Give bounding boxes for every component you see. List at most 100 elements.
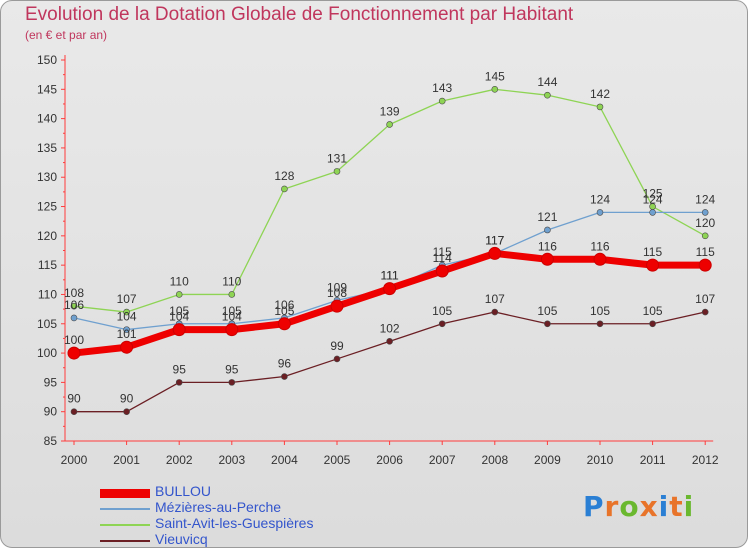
x-tick-label: 2011	[640, 453, 666, 467]
data-label: 90	[67, 392, 81, 406]
data-point	[70, 408, 78, 415]
x-tick-label: 2002	[166, 453, 193, 467]
data-label: 143	[432, 81, 452, 95]
data-label: 100	[64, 333, 84, 347]
data-label: 105	[537, 304, 557, 318]
data-label: 115	[433, 245, 452, 259]
data-point	[123, 326, 130, 333]
data-point	[544, 226, 551, 234]
x-tick-label: 2005	[324, 453, 351, 467]
y-tick-label: 135	[37, 141, 57, 155]
data-label: 105	[432, 304, 452, 318]
data-point	[225, 323, 239, 337]
data-label: 125	[643, 187, 663, 201]
data-point	[281, 373, 288, 380]
data-label: 105	[222, 304, 242, 318]
x-tick-label: 2000	[61, 453, 88, 467]
data-label: 96	[278, 357, 292, 371]
legend-swatch	[100, 488, 150, 498]
x-tick-label: 2010	[587, 453, 614, 467]
data-point	[435, 264, 449, 278]
data-point	[70, 314, 78, 322]
data-point	[646, 258, 660, 272]
data-label: 107	[117, 292, 137, 306]
data-label: 144	[537, 75, 557, 89]
x-tick-label: 2012	[692, 453, 719, 467]
logo-letter: i	[683, 490, 695, 523]
data-label: 120	[695, 216, 715, 230]
data-label: 111	[380, 269, 399, 283]
data-label: 90	[120, 392, 134, 406]
y-tick-label: 85	[44, 434, 58, 448]
data-label: 116	[538, 239, 557, 253]
data-point	[698, 258, 712, 272]
logo-letter: x	[639, 490, 659, 523]
chart-title: Evolution de la Dotation Globale de Fonc…	[25, 4, 574, 25]
data-label: 131	[327, 151, 347, 165]
data-label: 105	[169, 304, 189, 318]
chart-subtitle: (en € et par an)	[25, 28, 108, 42]
legend-label: BULLOU	[155, 483, 212, 499]
data-point	[701, 232, 709, 240]
x-tick-label: 2003	[218, 453, 245, 467]
y-tick-label: 110	[38, 287, 57, 301]
data-label: 116	[590, 239, 609, 253]
data-label: 117	[485, 233, 504, 247]
data-label: 108	[327, 286, 347, 300]
data-label: 121	[537, 210, 557, 224]
data-label: 104	[222, 310, 242, 324]
logo-letter: t	[669, 490, 684, 523]
data-point	[228, 291, 236, 298]
y-tick-label: 90	[44, 405, 58, 419]
data-label: 145	[485, 69, 505, 83]
data-label: 139	[380, 104, 400, 118]
data-label: 106	[274, 298, 294, 312]
data-point	[491, 86, 499, 93]
y-tick-label: 120	[37, 229, 57, 243]
x-tick-label: 2009	[534, 453, 561, 467]
data-point	[120, 340, 134, 354]
data-label: 104	[169, 310, 189, 324]
data-point	[596, 103, 604, 111]
legend-label: Vieuvicq	[155, 531, 208, 547]
data-label: 95	[225, 362, 239, 376]
legend-swatch	[100, 508, 150, 510]
y-tick-label: 105	[37, 317, 57, 331]
data-point	[277, 317, 291, 331]
y-tick-label: 115	[38, 258, 57, 272]
data-point	[438, 97, 446, 105]
data-point	[701, 209, 709, 216]
x-tick-label: 2006	[376, 453, 403, 467]
data-label: 111	[380, 269, 399, 283]
legend-swatch	[100, 524, 150, 526]
data-point	[593, 252, 607, 266]
y-tick-label: 100	[37, 346, 57, 360]
data-point	[228, 379, 236, 386]
x-tick-label: 2007	[429, 453, 456, 467]
data-point	[596, 209, 604, 216]
data-label: 104	[117, 310, 137, 324]
data-point	[70, 302, 78, 310]
data-point	[386, 338, 393, 345]
data-label: 115	[643, 245, 662, 259]
y-tick-label: 145	[37, 82, 57, 96]
data-label: 124	[643, 192, 663, 206]
data-point	[544, 320, 551, 328]
x-tick-label: 2004	[271, 453, 298, 467]
data-label: 105	[274, 304, 294, 318]
logo-letter: r	[604, 490, 620, 523]
data-point	[649, 320, 656, 328]
data-label: 107	[485, 292, 505, 306]
data-label: 115	[696, 245, 715, 259]
data-point	[438, 320, 446, 328]
data-label: 124	[590, 192, 610, 206]
data-label: 107	[695, 292, 715, 306]
data-point	[172, 323, 186, 337]
data-point	[330, 299, 344, 313]
data-label: 95	[173, 362, 187, 376]
legend-label: Mézières-au-Perche	[155, 499, 282, 515]
data-label: 128	[274, 169, 294, 183]
y-tick-label: 150	[37, 53, 57, 67]
data-point	[333, 355, 341, 363]
